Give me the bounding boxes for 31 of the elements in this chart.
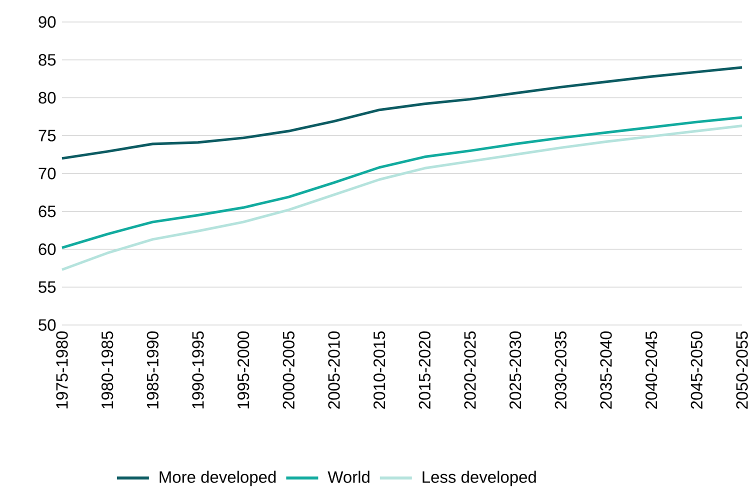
- y-tick-label: 60: [38, 243, 56, 256]
- y-tick-label: 50: [38, 319, 56, 331]
- legend-label: More developed: [160, 470, 276, 486]
- x-tick-label: 1985-1990: [146, 331, 159, 408]
- x-tick-label: 2030-2035: [554, 331, 567, 409]
- y-tick-label: 75: [38, 130, 56, 142]
- x-tick-label: 1975-1980: [56, 331, 68, 408]
- x-tick-label: 1995-2000: [238, 331, 250, 408]
- y-tick-label: 55: [38, 281, 56, 293]
- legend-label: World: [328, 470, 370, 483]
- x-tick-label: 2050-2055: [736, 331, 748, 409]
- x-tick-label: 2025-2030: [510, 331, 522, 409]
- y-tick-label: 85: [38, 54, 56, 66]
- y-tick-label: 70: [38, 168, 56, 180]
- x-tick-label: 2035-2040: [600, 331, 612, 409]
- y-tick-label: 90: [38, 16, 56, 28]
- line-series: [60, 124, 744, 271]
- x-tick-label: 2015-2020: [418, 331, 431, 409]
- x-tick-label: 1980-1985: [102, 331, 114, 408]
- x-tick-label: 2045-2050: [690, 331, 703, 409]
- x-tick-label: 2020-2025: [464, 331, 476, 409]
- y-tick-label: 65: [38, 206, 56, 218]
- x-tick-label: 2000-2005: [282, 331, 295, 409]
- x-tick-label: 2005-2010: [328, 331, 340, 409]
- x-tick-label: 2040-2045: [646, 331, 658, 409]
- x-tick-label: 1990-1995: [192, 331, 204, 408]
- y-tick-label: 80: [38, 92, 56, 104]
- x-tick-label: 2010-2015: [374, 331, 386, 409]
- line-series: [60, 66, 744, 160]
- legend-label: Less developed: [422, 470, 536, 486]
- line-series: [60, 116, 744, 250]
